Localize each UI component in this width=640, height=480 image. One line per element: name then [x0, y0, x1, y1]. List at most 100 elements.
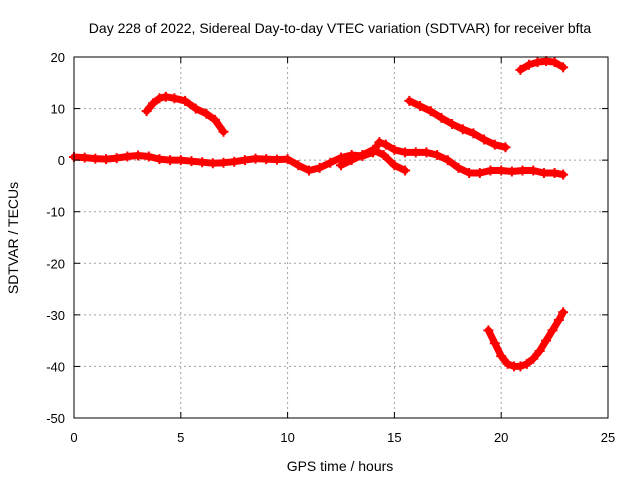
data-point — [209, 114, 220, 125]
data-point — [143, 151, 154, 162]
y-tick-label: -10 — [46, 205, 65, 220]
data-point — [380, 139, 391, 150]
data-point — [404, 95, 415, 106]
series-track-upper-left — [143, 93, 227, 136]
data-point — [538, 168, 549, 179]
x-tick-label: 15 — [387, 430, 401, 445]
data-point — [521, 358, 532, 369]
data-point — [549, 168, 560, 179]
y-tick-label: -30 — [46, 308, 65, 323]
data-point — [180, 95, 191, 106]
y-axis-label: SDTVAR / TECUs — [5, 182, 21, 294]
data-point — [549, 57, 560, 68]
series-track-upper-mid — [405, 97, 509, 151]
data-point — [111, 153, 122, 164]
data-point — [346, 155, 357, 166]
data-point — [250, 153, 261, 164]
data-point — [201, 108, 212, 119]
y-tick-label: -20 — [46, 256, 65, 271]
axis-ticks: 0 5 10 15 20 25 -50 -40 -30 -20 -10 0 10 20 — [46, 50, 615, 445]
data-point — [154, 93, 165, 104]
data-point — [547, 325, 558, 336]
data-point — [357, 149, 368, 160]
data-point — [207, 158, 218, 169]
data-point — [190, 103, 201, 114]
data-point — [378, 149, 389, 160]
data-point — [389, 144, 400, 155]
y-tick-label: -40 — [46, 359, 65, 374]
series-track-lower-right — [484, 308, 567, 370]
data-point — [101, 154, 112, 165]
chart-title: Day 228 of 2022, Sidereal Day-to-day VTE… — [89, 20, 592, 36]
data-point — [457, 124, 468, 135]
data-point — [523, 59, 534, 70]
data-point — [489, 338, 500, 349]
data-point — [558, 169, 569, 180]
data-point — [400, 165, 411, 176]
x-tick-label: 0 — [70, 430, 77, 445]
y-tick-label: -50 — [46, 411, 65, 426]
data-point — [489, 139, 500, 150]
y-tick-label: 0 — [58, 153, 65, 168]
data-point — [442, 155, 453, 166]
data-point — [415, 100, 426, 111]
y-tick-label: 10 — [51, 102, 65, 117]
data-point — [558, 62, 569, 73]
data-point — [558, 307, 569, 318]
data-point — [79, 152, 90, 163]
data-point — [141, 106, 152, 117]
data-point — [553, 315, 564, 326]
y-tick-label: 20 — [51, 50, 65, 65]
data-point — [528, 165, 539, 176]
data-point — [165, 155, 176, 166]
data-point — [374, 137, 385, 148]
data-point — [541, 335, 552, 346]
data-point — [293, 160, 304, 171]
data-point — [160, 91, 171, 102]
x-tick-label: 5 — [177, 430, 184, 445]
data-point — [500, 142, 511, 153]
data-point — [541, 56, 552, 67]
data-point — [496, 351, 507, 362]
data-point — [133, 150, 144, 161]
data-point — [436, 112, 447, 123]
data-point — [271, 154, 282, 165]
data-point — [528, 353, 539, 364]
data-point — [368, 144, 379, 155]
data-point — [496, 165, 507, 176]
x-tick-label: 10 — [280, 430, 294, 445]
data-point — [314, 162, 325, 173]
data-point — [532, 57, 543, 68]
data-point — [261, 154, 272, 165]
x-axis-label: GPS time / hours — [287, 458, 394, 474]
data-point — [485, 165, 496, 176]
data-point — [325, 157, 336, 168]
data-point — [515, 361, 526, 372]
x-tick-label: 25 — [601, 430, 615, 445]
data-point — [218, 157, 229, 168]
x-tick-label: 20 — [494, 430, 508, 445]
data-point — [154, 154, 165, 165]
data-point — [229, 156, 240, 167]
data-point — [464, 168, 475, 179]
data-point — [303, 165, 314, 176]
data-point — [453, 162, 464, 173]
data-point — [175, 155, 186, 166]
data-point — [474, 168, 485, 179]
data-point — [169, 93, 180, 104]
data-point — [336, 160, 346, 171]
data-point — [122, 151, 133, 162]
data-point — [425, 106, 436, 117]
data-point — [421, 147, 432, 158]
data-point — [90, 153, 101, 164]
data-point — [186, 156, 197, 167]
data-point — [479, 134, 490, 145]
data-point — [447, 119, 458, 130]
data-point — [502, 358, 513, 369]
data-point — [483, 325, 494, 336]
data-point — [432, 149, 443, 160]
data-point — [506, 166, 517, 177]
plot-frame — [73, 56, 609, 419]
data-point — [389, 160, 400, 171]
